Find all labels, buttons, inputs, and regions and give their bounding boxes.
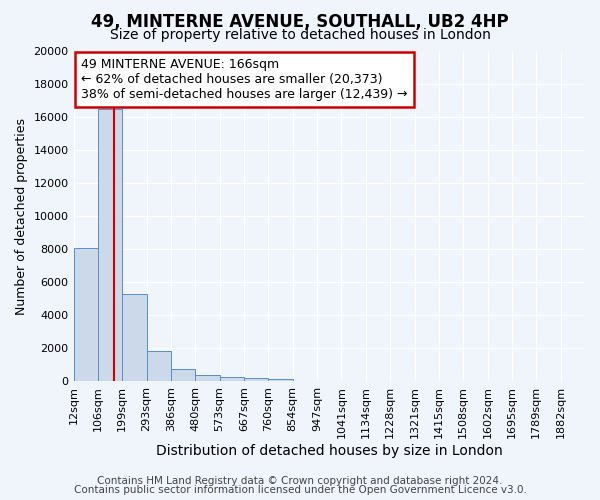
Text: Contains HM Land Registry data © Crown copyright and database right 2024.: Contains HM Land Registry data © Crown c… [97,476,503,486]
Bar [122,294,146,381]
Text: Contains public sector information licensed under the Open Government Licence v3: Contains public sector information licen… [74,485,526,495]
Text: 49, MINTERNE AVENUE, SOUTHALL, UB2 4HP: 49, MINTERNE AVENUE, SOUTHALL, UB2 4HP [91,12,509,30]
Bar [98,109,122,381]
Y-axis label: Number of detached properties: Number of detached properties [15,118,28,314]
Bar [171,368,196,381]
Bar [220,378,244,381]
Bar [146,351,171,381]
Bar [244,378,268,381]
X-axis label: Distribution of detached houses by size in London: Distribution of detached houses by size … [156,444,503,458]
Text: 49 MINTERNE AVENUE: 166sqm
← 62% of detached houses are smaller (20,373)
38% of : 49 MINTERNE AVENUE: 166sqm ← 62% of deta… [81,58,408,101]
Text: Size of property relative to detached houses in London: Size of property relative to detached ho… [110,28,490,42]
Bar [196,375,220,381]
Bar [268,379,293,381]
Bar [74,248,98,381]
